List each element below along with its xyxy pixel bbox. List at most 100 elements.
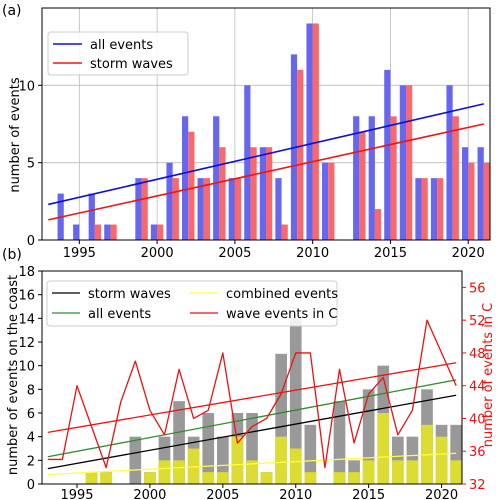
y-tick-label: 6 xyxy=(27,407,35,422)
bar-storm-waves xyxy=(437,178,444,240)
bar-storm-waves xyxy=(94,224,102,240)
bar-all-events xyxy=(353,116,360,240)
bar-all-events xyxy=(150,224,158,240)
trend-line xyxy=(47,362,457,434)
panel-a-legend: all events storm waves xyxy=(47,31,189,76)
bar-combined-events xyxy=(231,436,244,484)
bar-all-events xyxy=(104,224,111,240)
bar-combined-events xyxy=(435,436,448,484)
y-right-tick-label: 36 xyxy=(469,445,486,460)
bar-all-events xyxy=(368,116,375,240)
panel-b-axes: 1995 2000 2005 2010 2015 2020 0 2 4 6 8 10 12 14 16 18 3… xyxy=(18,265,485,500)
bar-storm-waves xyxy=(333,401,346,484)
bar-combined-events xyxy=(217,472,229,484)
bar-all-events xyxy=(166,162,173,240)
bar-storm-waves xyxy=(202,413,215,484)
bar-storm-waves xyxy=(374,209,382,240)
bar-combined-events xyxy=(202,472,215,484)
bar-storm-waves xyxy=(483,162,490,240)
bar-storm-waves xyxy=(266,147,273,240)
y-tick-label: 4 xyxy=(27,431,35,446)
bar-storm-waves xyxy=(328,162,335,240)
bar-storm-waves xyxy=(450,424,462,484)
bar-all-events xyxy=(259,147,266,240)
bar-storm-waves xyxy=(297,69,304,240)
y-tick-label: 5 xyxy=(27,157,35,172)
bar-all-events xyxy=(462,147,469,240)
bar-storm-waves xyxy=(406,436,419,484)
bar-storm-waves xyxy=(468,162,475,240)
bar-all-events xyxy=(322,162,329,240)
x-tick-label: 2005 xyxy=(206,488,239,500)
bar-storm-waves xyxy=(312,23,319,240)
bar-storm-waves xyxy=(246,413,258,484)
y-tick-label: 12 xyxy=(18,336,35,351)
bar-combined-events xyxy=(158,460,171,484)
bar-all-events xyxy=(430,178,438,240)
bar-all-events xyxy=(197,178,204,240)
y-right-tick-label: 52 xyxy=(469,314,486,329)
y-tick-label: 2 xyxy=(27,454,35,469)
y-right-tick-label: 40 xyxy=(469,412,486,427)
bar-storm-waves xyxy=(234,178,242,240)
bar-combined-events xyxy=(187,448,200,484)
bar-storm-waves xyxy=(141,178,148,240)
bar-storm-waves xyxy=(362,389,375,484)
panel-b-ylabel-left: number of events on the coast xyxy=(6,275,21,475)
panel-a-ylabel: number of events xyxy=(8,77,23,193)
bar-all-events xyxy=(399,85,406,240)
bar-storm-waves xyxy=(217,436,229,484)
bar-storm-waves xyxy=(289,318,302,484)
x-tick-label: 2020 xyxy=(452,246,485,261)
bar-all-events xyxy=(244,85,251,240)
x-tick-label: 2000 xyxy=(141,246,174,261)
bar-combined-events xyxy=(85,472,98,484)
bar-combined-events xyxy=(450,460,462,484)
bar-combined-events xyxy=(246,460,258,484)
x-tick-label: 1995 xyxy=(63,246,96,261)
bar-all-events xyxy=(306,23,313,240)
panel-b-label: (b) xyxy=(2,247,22,263)
bar-storm-waves xyxy=(219,147,226,240)
x-tick-label: 2020 xyxy=(425,488,458,500)
bar-storm-waves xyxy=(129,436,142,484)
bar-storm-waves xyxy=(250,147,257,240)
x-tick-label: 2015 xyxy=(352,488,385,500)
legend-label-all-events: all events xyxy=(90,38,153,53)
bar-all-events xyxy=(73,224,80,240)
bar-all-events xyxy=(415,178,422,240)
bar-storm-waves xyxy=(188,131,195,240)
panel-b-legend-box xyxy=(46,280,338,327)
bar-combined-events xyxy=(100,472,112,484)
bar-combined-events xyxy=(333,472,346,484)
panel-b-legend: storm waves combined events all events w… xyxy=(46,280,338,327)
y-tick-label: 8 xyxy=(27,383,35,398)
bar-all-events xyxy=(477,147,484,240)
y-right-tick-label: 44 xyxy=(469,380,486,395)
panel-b: (b) number of events on the coast number… xyxy=(2,247,496,500)
y-tick-label: 14 xyxy=(18,312,35,327)
panel-a-plot-frame xyxy=(41,7,491,241)
y-tick-label: 18 xyxy=(18,265,35,280)
bar-storm-waves xyxy=(359,131,366,240)
y-right-tick-label: 32 xyxy=(469,478,486,493)
bar-all-events xyxy=(384,69,391,240)
panel-a-trend-lines xyxy=(48,103,484,221)
bar-all-events xyxy=(228,178,235,240)
bar-storm-waves xyxy=(110,224,117,240)
bar-storm-waves xyxy=(304,424,317,484)
legend-label-storm-waves-b: storm waves xyxy=(88,287,171,302)
bar-storm-waves xyxy=(157,224,164,240)
bar-storm-waves xyxy=(406,85,413,240)
bar-all-events xyxy=(446,85,453,240)
bar-storm-waves xyxy=(452,116,459,240)
bar-storm-waves xyxy=(390,116,397,240)
legend-label-storm-waves: storm waves xyxy=(90,57,173,72)
legend-label-wave-events-c: wave events in C xyxy=(226,307,337,322)
bar-combined-events xyxy=(348,472,360,484)
bar-combined-events xyxy=(362,460,375,484)
panel-a-label: (a) xyxy=(2,3,22,19)
x-tick-label: 1995 xyxy=(60,488,93,500)
trend-line xyxy=(47,452,457,476)
